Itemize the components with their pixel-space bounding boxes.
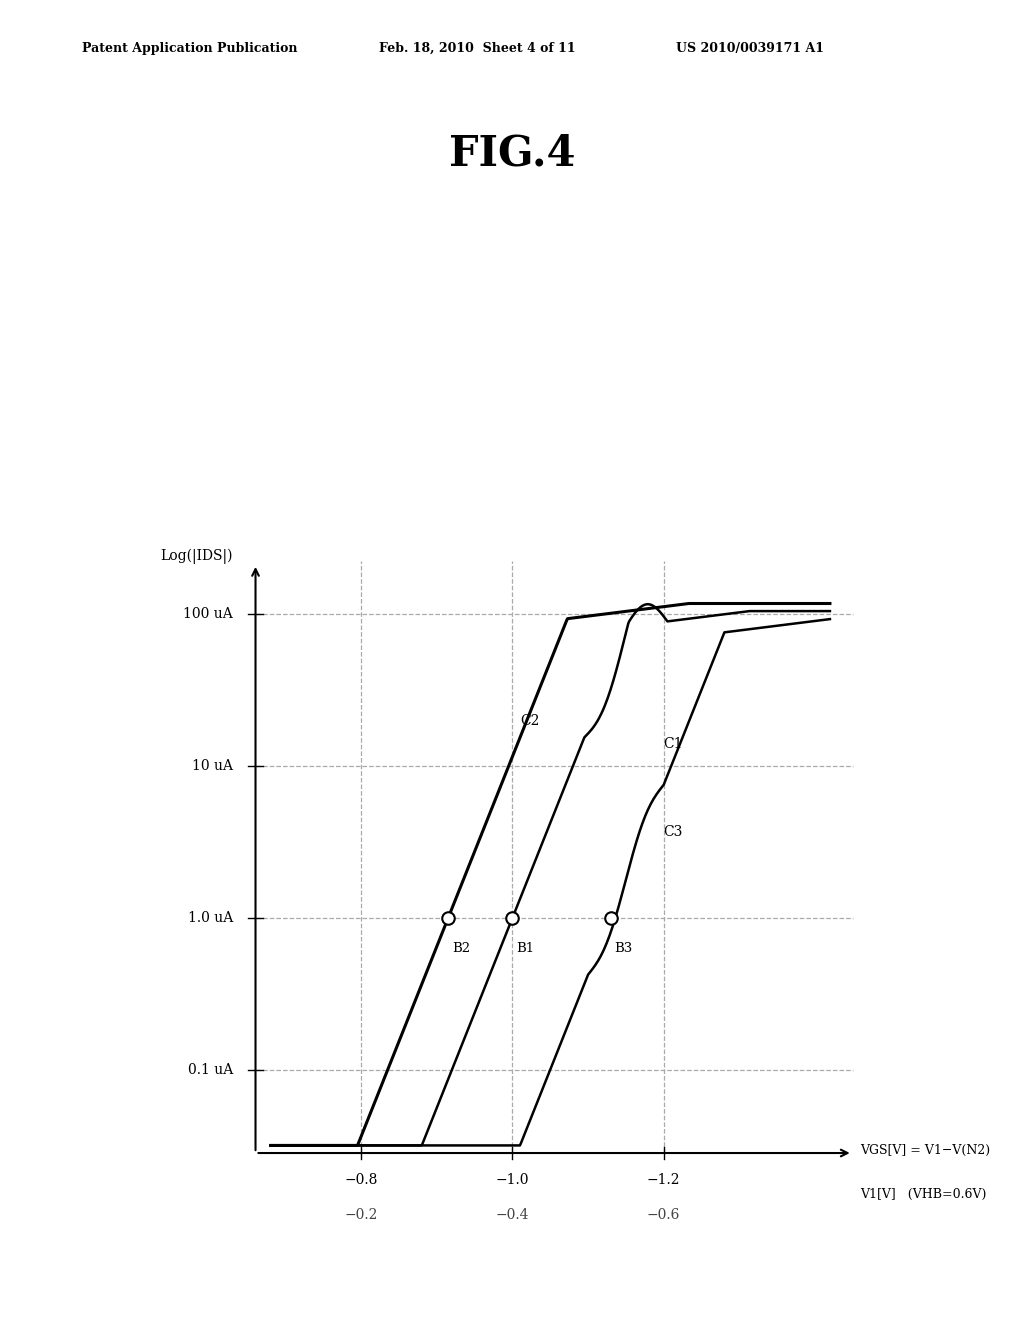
Text: B3: B3 — [614, 942, 633, 954]
Text: Patent Application Publication: Patent Application Publication — [82, 42, 297, 55]
Text: −0.4: −0.4 — [496, 1208, 529, 1222]
Text: C2: C2 — [520, 714, 540, 729]
Text: 1.0 uA: 1.0 uA — [187, 911, 232, 925]
Text: −1.0: −1.0 — [496, 1172, 529, 1187]
Text: −0.8: −0.8 — [345, 1172, 378, 1187]
Text: 100 uA: 100 uA — [183, 607, 232, 622]
Text: B1: B1 — [516, 942, 535, 954]
Text: 10 uA: 10 uA — [191, 759, 232, 774]
Text: C1: C1 — [664, 737, 683, 751]
Text: V1[V]   (VHB=0.6V): V1[V] (VHB=0.6V) — [860, 1188, 986, 1200]
Text: 0.1 uA: 0.1 uA — [187, 1063, 232, 1077]
Text: C3: C3 — [664, 825, 683, 838]
Text: −1.2: −1.2 — [647, 1172, 680, 1187]
Text: Log(|IDS|): Log(|IDS|) — [161, 549, 232, 564]
Text: −0.6: −0.6 — [647, 1208, 680, 1222]
Text: US 2010/0039171 A1: US 2010/0039171 A1 — [676, 42, 824, 55]
Text: Feb. 18, 2010  Sheet 4 of 11: Feb. 18, 2010 Sheet 4 of 11 — [379, 42, 575, 55]
Text: −0.2: −0.2 — [345, 1208, 378, 1222]
Text: VGS[V] = V1−V(N2): VGS[V] = V1−V(N2) — [860, 1143, 990, 1156]
Text: FIG.4: FIG.4 — [449, 132, 575, 174]
Text: B2: B2 — [452, 942, 470, 954]
